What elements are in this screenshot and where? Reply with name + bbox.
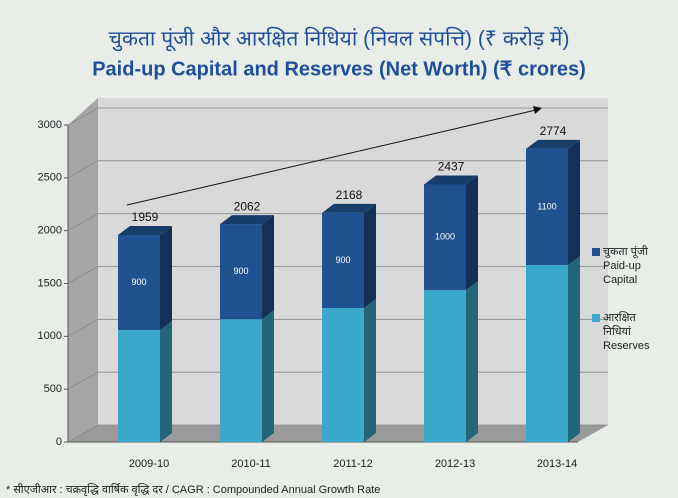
bar (526, 265, 568, 442)
trend-arrow (126, 109, 537, 206)
x-tick-label: 2011-12 (333, 458, 373, 470)
bar-side (568, 256, 580, 442)
bar (220, 319, 262, 442)
bar-side (160, 321, 172, 442)
total-label: 2062 (234, 199, 261, 213)
arrow-head (533, 106, 542, 114)
x-tick-label: 2010-11 (231, 458, 271, 470)
legend-label: आरक्षित निधियां Reserves (603, 311, 650, 352)
bar (118, 330, 160, 442)
y-tick-label: 3000 (38, 119, 62, 131)
grid-line (67, 107, 608, 126)
y-tick-label: 0 (56, 436, 62, 448)
y-tick-label: 1000 (38, 330, 62, 342)
x-tick-label: 2012-13 (435, 458, 475, 470)
bar (322, 212, 364, 309)
y-tick-label: 2000 (38, 225, 62, 237)
bar-side (262, 215, 274, 320)
bar (220, 224, 262, 320)
y-tick-label: 1500 (38, 277, 62, 289)
chart-subtitle: Paid-up Capital and Reserves (Net Worth)… (92, 58, 586, 80)
x-tick-label: 2013-14 (537, 458, 577, 470)
bar-top (424, 175, 478, 185)
bar (322, 308, 364, 442)
total-label: 2774 (540, 124, 567, 138)
bar-side (364, 203, 376, 309)
bar-side (568, 139, 580, 266)
side-wall (68, 98, 98, 442)
bar-top (322, 203, 376, 213)
legend-label: चुकता पूंजी Paid-up Capital (603, 245, 648, 286)
bar (526, 148, 568, 266)
legend-swatch (592, 248, 600, 256)
bar (118, 234, 160, 331)
bar (424, 184, 466, 291)
grid-line (67, 160, 608, 179)
bar-side (466, 281, 478, 442)
bar-top (526, 139, 580, 149)
bar-side (466, 175, 478, 291)
total-label: 2437 (438, 160, 465, 174)
y-tick-label: 500 (44, 383, 62, 395)
total-label: 1959 (132, 210, 159, 224)
data-label: 900 (131, 277, 146, 287)
chart-title: चुकता पूंजी और आरक्षित निधियां (निवल संप… (108, 27, 569, 52)
data-label: 900 (335, 255, 350, 265)
bar-side (262, 310, 274, 442)
bar-top (118, 225, 172, 235)
bar (424, 290, 466, 442)
data-label: 1000 (435, 232, 455, 242)
x-tick-label: 2009-10 (129, 458, 169, 470)
data-label: 900 (233, 266, 248, 276)
bar-side (160, 225, 172, 331)
bar-side (364, 299, 376, 442)
bar-top (220, 215, 274, 225)
data-label: 1100 (537, 201, 556, 211)
legend-swatch (592, 314, 600, 322)
y-tick-label: 2500 (38, 172, 62, 184)
total-label: 2168 (336, 188, 363, 202)
footnote: * सीएजीआर : चक्रवृद्धि वार्षिक वृद्धि दर… (6, 483, 380, 496)
